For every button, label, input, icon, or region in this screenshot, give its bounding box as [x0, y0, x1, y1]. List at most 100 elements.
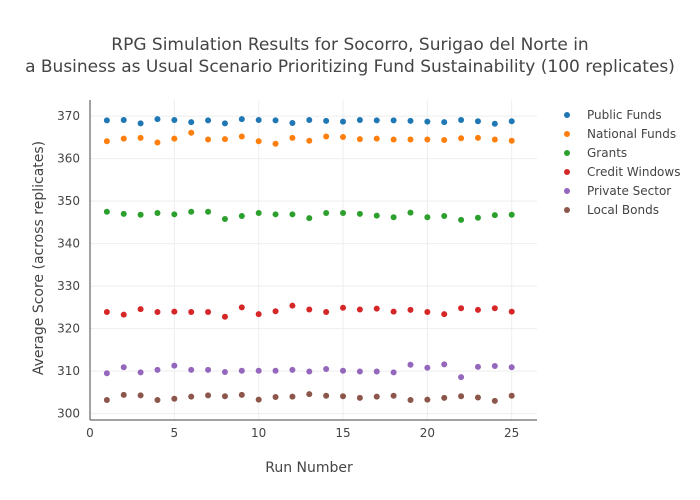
point-grants: [255, 210, 262, 217]
point-local-bonds: [289, 393, 296, 400]
point-grants: [323, 210, 330, 217]
point-national-funds: [356, 136, 363, 143]
point-national-funds: [441, 136, 448, 143]
point-national-funds: [424, 136, 431, 143]
point-private-sector: [120, 364, 127, 371]
point-private-sector: [424, 364, 431, 371]
point-national-funds: [306, 137, 313, 144]
point-local-bonds: [137, 392, 144, 399]
point-credit-windows: [103, 309, 110, 316]
point-credit-windows: [120, 311, 127, 318]
point-grants: [306, 215, 313, 222]
x-tick-label: 20: [420, 426, 435, 440]
point-public-funds: [373, 117, 380, 124]
legend-item-grants[interactable]: Grants: [564, 146, 627, 160]
point-credit-windows: [407, 306, 414, 313]
point-private-sector: [171, 362, 178, 369]
point-local-bonds: [120, 391, 127, 398]
point-grants: [356, 210, 363, 217]
point-private-sector: [103, 370, 110, 377]
point-private-sector: [356, 368, 363, 375]
point-public-funds: [188, 119, 195, 126]
point-local-bonds: [508, 392, 515, 399]
point-public-funds: [390, 117, 397, 124]
point-private-sector: [323, 366, 330, 373]
chart-title-line2: a Business as Usual Scenario Prioritizin…: [25, 57, 675, 77]
legend-marker: [564, 150, 570, 156]
point-national-funds: [390, 136, 397, 143]
point-credit-windows: [474, 306, 481, 313]
point-credit-windows: [373, 305, 380, 312]
y-tick-label: 360: [57, 152, 80, 166]
point-credit-windows: [154, 309, 161, 316]
point-credit-windows: [424, 309, 431, 316]
point-local-bonds: [205, 392, 212, 399]
point-national-funds: [221, 136, 228, 143]
legend-marker: [564, 207, 570, 213]
point-private-sector: [340, 367, 347, 374]
legend-item-private-sector[interactable]: Private Sector: [564, 184, 671, 198]
point-local-bonds: [424, 396, 431, 403]
point-credit-windows: [221, 313, 228, 320]
point-local-bonds: [306, 391, 313, 398]
point-grants: [154, 210, 161, 217]
point-grants: [390, 214, 397, 221]
point-national-funds: [205, 136, 212, 143]
point-grants: [474, 214, 481, 221]
point-private-sector: [508, 364, 515, 371]
point-grants: [171, 211, 178, 218]
point-local-bonds: [373, 393, 380, 400]
point-national-funds: [154, 139, 161, 146]
point-credit-windows: [390, 308, 397, 315]
point-national-funds: [491, 136, 498, 143]
point-local-bonds: [340, 393, 347, 400]
point-national-funds: [255, 138, 262, 145]
point-national-funds: [474, 134, 481, 141]
legend-item-credit-windows[interactable]: Credit Windows: [564, 165, 680, 179]
point-national-funds: [407, 136, 414, 143]
point-private-sector: [154, 366, 161, 373]
y-tick-label: 320: [57, 322, 80, 336]
point-local-bonds: [171, 395, 178, 402]
point-private-sector: [441, 361, 448, 368]
point-credit-windows: [458, 305, 465, 312]
point-public-funds: [323, 117, 330, 124]
point-local-bonds: [188, 393, 195, 400]
legend-marker: [564, 131, 570, 137]
legend-item-local-bonds[interactable]: Local Bonds: [564, 203, 659, 217]
legend[interactable]: Public Funds National Funds Grants Credit W…: [564, 108, 680, 217]
point-credit-windows: [306, 306, 313, 313]
point-grants: [272, 211, 279, 218]
point-local-bonds: [491, 397, 498, 404]
point-private-sector: [137, 369, 144, 376]
point-grants: [491, 212, 498, 219]
point-credit-windows: [356, 306, 363, 313]
point-grants: [103, 208, 110, 215]
point-local-bonds: [154, 397, 161, 404]
legend-item-national-funds[interactable]: National Funds: [564, 127, 676, 141]
point-grants: [424, 214, 431, 221]
point-local-bonds: [458, 393, 465, 400]
point-private-sector: [474, 363, 481, 370]
point-public-funds: [120, 116, 127, 123]
point-private-sector: [272, 367, 279, 374]
legend-item-public-funds[interactable]: Public Funds: [564, 108, 662, 122]
point-local-bonds: [103, 397, 110, 404]
point-national-funds: [323, 133, 330, 140]
point-national-funds: [508, 137, 515, 144]
point-public-funds: [289, 119, 296, 126]
point-grants: [441, 213, 448, 220]
point-grants: [205, 208, 212, 215]
point-public-funds: [154, 116, 161, 123]
point-grants: [289, 211, 296, 218]
point-national-funds: [188, 129, 195, 136]
point-public-funds: [458, 116, 465, 123]
y-tick-label: 300: [57, 407, 80, 421]
point-credit-windows: [272, 308, 279, 315]
point-public-funds: [356, 116, 363, 123]
legend-marker: [564, 169, 570, 175]
point-private-sector: [390, 369, 397, 376]
point-local-bonds: [441, 394, 448, 401]
point-national-funds: [289, 134, 296, 141]
